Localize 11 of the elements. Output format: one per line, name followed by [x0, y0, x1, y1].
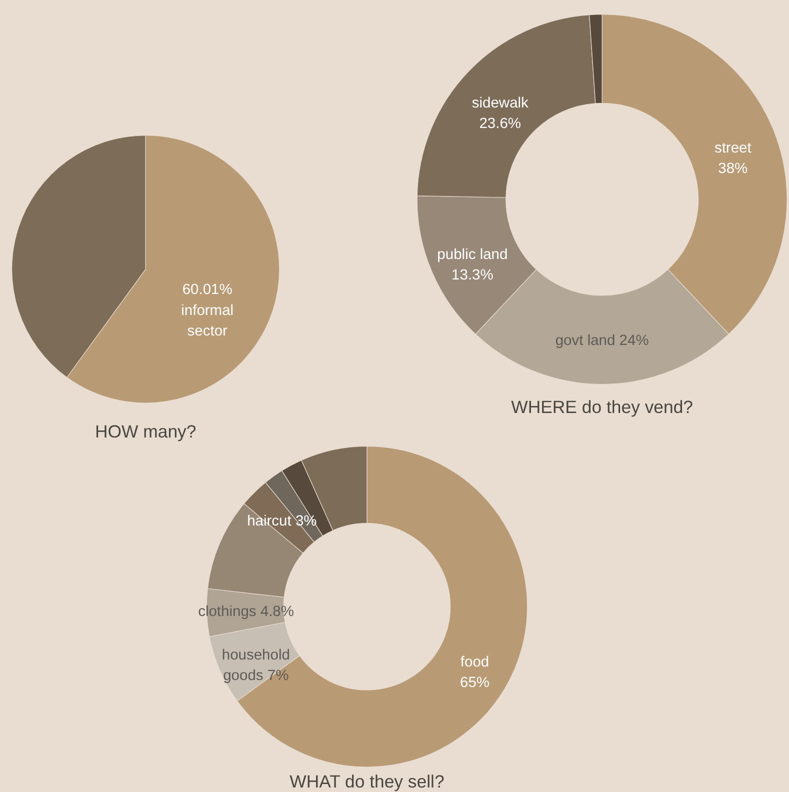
data-label: street 38% [714, 140, 752, 178]
data-label: govt land 24% [555, 332, 649, 349]
data-label: sidewalk 23.6% [472, 95, 530, 132]
data-label: 60.01% informal sector [181, 282, 234, 340]
data-label: clothings 4.8% [198, 604, 294, 620]
text: WHAT do they sell? [290, 772, 444, 792]
data-label: household goods 7% [222, 648, 290, 684]
data-label: public land 13.3% [437, 246, 508, 284]
data-label: food 65% [460, 654, 490, 692]
text: WHERE do they vend? [511, 396, 694, 417]
text: HOW many? [94, 421, 196, 442]
